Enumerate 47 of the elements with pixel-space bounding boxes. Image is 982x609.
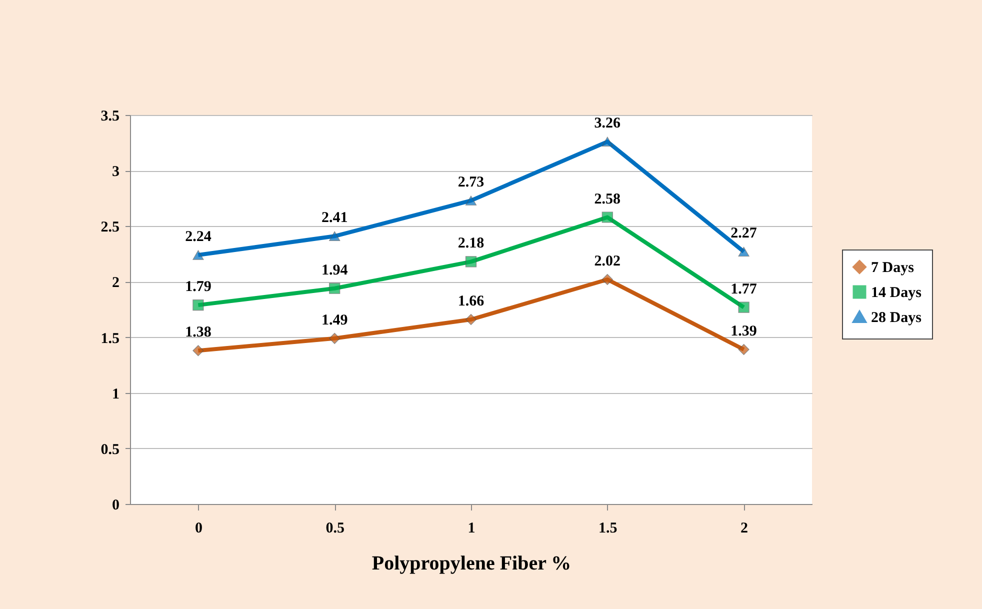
point [465,314,477,326]
data-label: 1.66 [458,294,485,310]
data-label: 1.79 [185,279,212,296]
x-tick-label: 0.5 [326,520,344,536]
data-label: 2.41 [321,210,348,226]
data-label: 2.73 [458,174,484,191]
data-label: 1.49 [321,312,348,328]
point [602,212,613,223]
y-tick-label: 0 [112,498,120,514]
y-tick-label: 2 [112,275,120,292]
data-label: 2.27 [730,226,758,242]
data-label: 1.38 [185,324,212,341]
data-label: 2.18 [458,236,484,252]
y-tick-label: 0.5 [100,442,120,458]
point [602,136,613,147]
data-label: 2.24 [185,229,212,246]
point [465,196,477,206]
y-tick-label: 3.5 [100,108,120,124]
point [602,274,613,286]
x-tick-label: 2 [740,520,748,536]
y-tick-label: 2.5 [100,220,120,236]
data-label: 1.77 [730,281,758,298]
data-label: 1.39 [730,324,757,340]
x-tick-label: 1 [468,520,476,536]
point [738,302,750,313]
x-tick-label: 1.5 [598,520,618,536]
point [192,300,204,311]
x-axis-title: Polypropylene Fiber % [372,552,572,574]
x-tick-label: 0 [194,520,202,536]
y-tick-label: 1.5 [100,330,120,347]
data-label: 1.94 [321,262,348,278]
y-tick-label: 1 [112,386,120,402]
point [465,256,477,268]
point [738,344,750,356]
y-tick-label: 3 [112,164,120,180]
point [192,250,204,260]
legend-label: 28 Days [871,310,922,326]
point [329,282,340,294]
point [329,332,340,344]
data-label: 2.02 [594,253,621,270]
point [192,345,204,356]
data-label: 3.26 [594,116,622,132]
point [738,246,750,257]
legend-label: 7 Days [871,260,914,276]
data-label: 2.58 [594,191,621,208]
point [329,231,340,241]
legend-label: 14 Days [871,285,922,301]
